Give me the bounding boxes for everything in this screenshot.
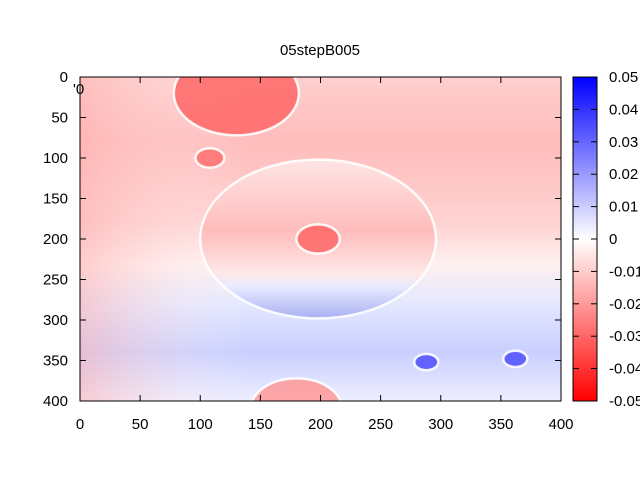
colorbar-tick-label: 0.03	[609, 134, 638, 151]
colorbar-tick-label: 0	[609, 231, 617, 248]
feature-circle-5	[413, 352, 440, 372]
colorbar-tick-label: 0.01	[609, 199, 638, 216]
y-axis: 0 50 100 150 200 250 300 350 400	[43, 69, 561, 410]
x-tick-label: 350	[488, 416, 513, 433]
x-tick-label: 400	[548, 416, 573, 433]
legend-fragment: '0	[73, 81, 84, 98]
colorbar-tick-label: 0.02	[609, 166, 638, 183]
x-tick-label: 50	[132, 416, 149, 433]
y-tick-label: 250	[43, 272, 68, 289]
colorbar-tick-label: -0.04	[609, 361, 640, 378]
y-tick-label: 200	[43, 231, 68, 248]
feature-circle-3	[295, 223, 341, 255]
colorbar-tick-label: -0.05	[609, 393, 640, 410]
colorbar-tick-label: -0.01	[609, 263, 640, 280]
colorbar-tick-label: -0.02	[609, 296, 640, 313]
heatmap-area	[80, 77, 561, 401]
colorbar-tick-label: -0.03	[609, 328, 640, 345]
x-tick-label: 150	[248, 416, 273, 433]
feature-circle-6	[502, 349, 529, 369]
x-tick-label: 0	[76, 416, 84, 433]
x-tick-label: 100	[188, 416, 213, 433]
chart-title: 05stepB005	[280, 42, 360, 59]
x-tick-label: 200	[308, 416, 333, 433]
y-tick-label: 0	[60, 69, 68, 86]
x-tick-label: 250	[368, 416, 393, 433]
colorbar-tick-label: 0.04	[609, 101, 638, 118]
feature-circle-0	[172, 77, 301, 137]
feature-circle-1	[194, 147, 226, 169]
heatmap-features	[172, 77, 529, 401]
colorbar-tick-label: 0.05	[609, 69, 638, 86]
feature-circle-4	[251, 377, 342, 401]
x-tick-label: 300	[428, 416, 453, 433]
colorbar-axis: 0.05 0.04 0.03 0.02 0.01 0 -0.01 -0.02 -0.03 -0.0…	[573, 69, 640, 410]
y-tick-label: 300	[43, 312, 68, 329]
y-tick-label: 150	[43, 191, 68, 208]
y-tick-label: 350	[43, 353, 68, 370]
y-tick-label: 400	[43, 393, 68, 410]
y-tick-label: 50	[51, 110, 68, 127]
x-axis: 0 50 100 150 200 250 300 350 400	[76, 77, 574, 433]
y-tick-label: 100	[43, 150, 68, 167]
